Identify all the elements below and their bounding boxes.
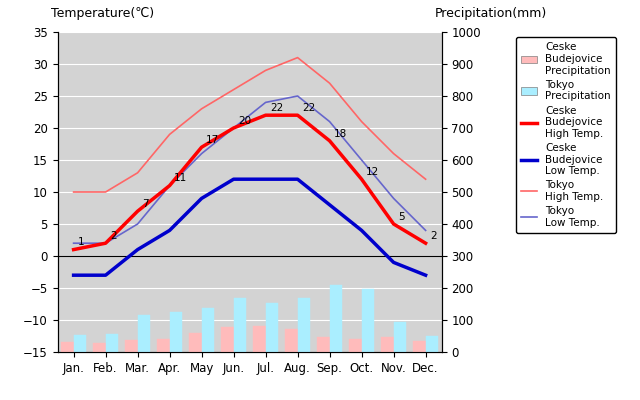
Bar — [381, 337, 394, 352]
Bar — [61, 342, 74, 352]
Text: 1: 1 — [78, 238, 84, 248]
Bar — [125, 340, 138, 352]
Legend: Ceske
Budejovice
Precipitation, Tokyo
Precipitation, Ceske
Budejovice
High Temp.: Ceske Budejovice Precipitation, Tokyo Pr… — [516, 37, 616, 233]
Bar — [93, 343, 106, 352]
Bar — [330, 285, 342, 352]
Bar — [170, 312, 182, 352]
Bar — [234, 298, 246, 352]
Bar — [349, 339, 362, 352]
Text: 18: 18 — [334, 129, 347, 139]
Text: 12: 12 — [366, 167, 379, 177]
Bar — [138, 314, 150, 352]
Bar — [106, 334, 118, 352]
Text: 11: 11 — [174, 174, 187, 184]
Bar — [317, 337, 330, 352]
Bar — [202, 308, 214, 352]
Bar — [285, 329, 298, 352]
Bar — [362, 289, 374, 352]
Bar — [189, 333, 202, 352]
Text: 5: 5 — [398, 212, 404, 222]
Text: 7: 7 — [142, 199, 148, 209]
Text: 20: 20 — [238, 116, 251, 126]
Text: Precipitation(mm): Precipitation(mm) — [435, 7, 547, 20]
Text: 22: 22 — [302, 103, 315, 113]
Bar — [157, 339, 170, 352]
Text: Temperature(℃): Temperature(℃) — [51, 7, 154, 20]
Bar — [298, 298, 310, 352]
Text: 17: 17 — [206, 135, 219, 145]
Text: 22: 22 — [270, 103, 283, 113]
Bar — [394, 322, 406, 352]
Bar — [221, 327, 234, 352]
Bar — [413, 341, 426, 352]
Text: 2: 2 — [110, 231, 116, 241]
Text: 2: 2 — [430, 231, 436, 241]
Bar — [253, 326, 266, 352]
Bar — [74, 335, 86, 352]
Bar — [426, 336, 438, 352]
Bar — [266, 303, 278, 352]
